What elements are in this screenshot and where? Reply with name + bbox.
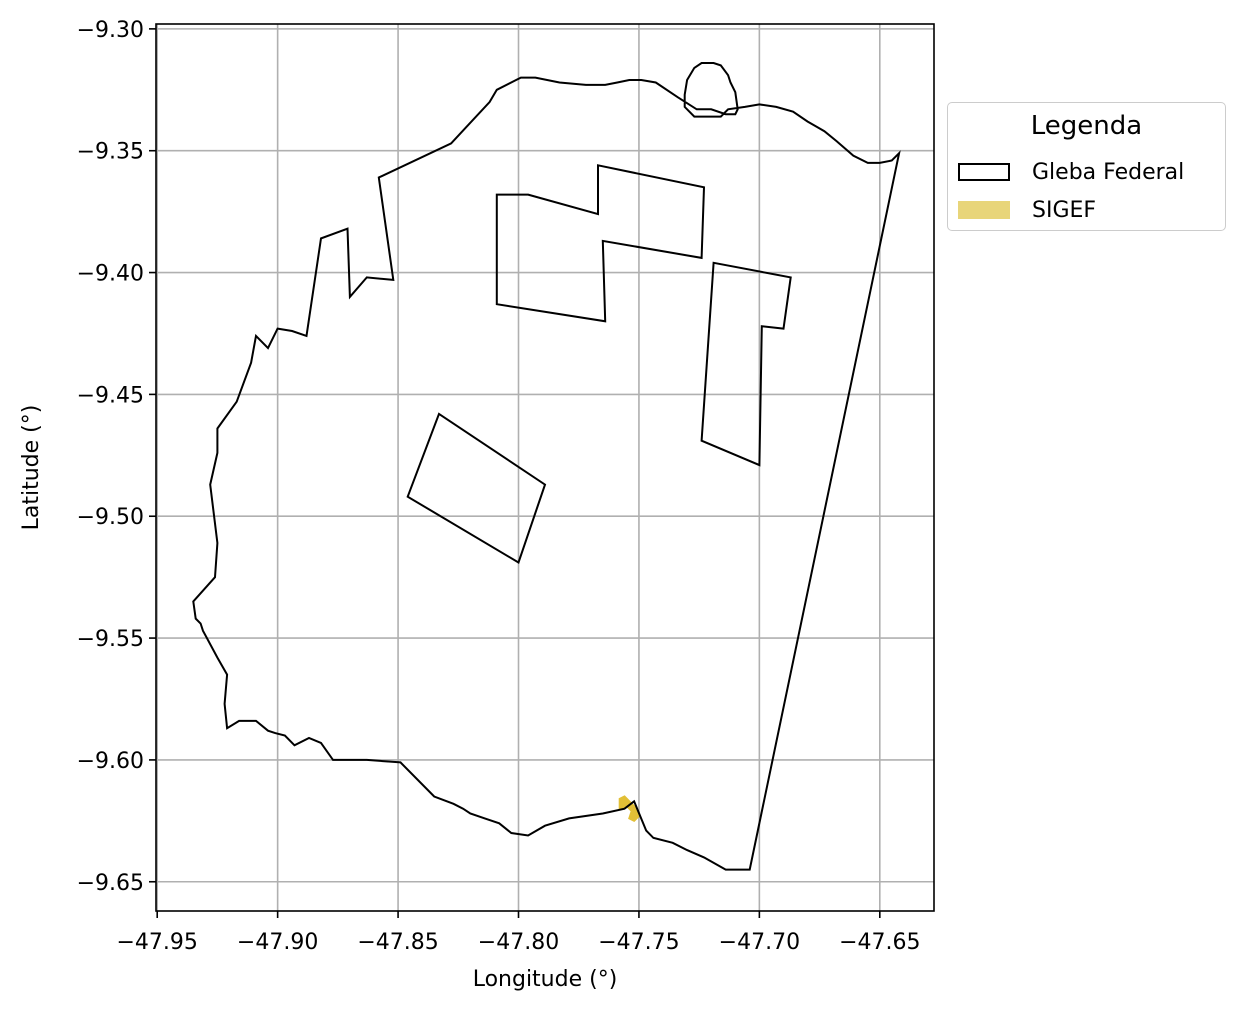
y-axis-ticks: −9.30 −9.35 −9.40 −9.45 −9.50 −9.55 −9.60 −9.65 [77,18,156,896]
legend-label-gleba-federal: Gleba Federal [1032,159,1185,185]
x-tick-label: −47.70 [719,930,800,955]
x-axis-ticks: −47.95 −47.90 −47.85 −47.80 −47.75 −47.70 −47.… [116,911,921,955]
legend: Legenda Gleba Federal SIGEF [947,102,1226,231]
y-tick-label: −9.40 [77,262,144,287]
legend-swatch-gleba-federal [958,163,1010,181]
grid [156,24,934,911]
plot-area-frame [155,23,935,912]
x-tick-label: −47.90 [237,930,318,955]
x-tick-label: −47.85 [357,930,438,955]
y-tick-label: −9.65 [77,871,144,896]
y-tick-label: −9.50 [77,505,144,530]
legend-swatch-sigef [958,201,1010,219]
legend-item-gleba-federal: Gleba Federal [958,159,1184,185]
x-tick-label: −47.95 [116,930,197,955]
legend-label-sigef: SIGEF [1032,197,1097,223]
gleba-federal-boundary [192,62,901,871]
y-tick-label: −9.55 [77,627,144,652]
x-tick-label: −47.80 [478,930,559,955]
x-tick-label: −47.75 [598,930,679,955]
x-tick-label: −47.65 [839,930,920,955]
gleba-federal-interior-parcel [406,412,547,564]
x-axis-label: Longitude (°) [473,967,618,992]
gleba-federal-interior-parcel [495,164,706,323]
y-tick-label: −9.45 [77,383,144,408]
y-tick-label: −9.60 [77,749,144,774]
legend-item-sigef: SIGEF [958,197,1096,223]
legend-title: Legenda [1030,111,1143,141]
gleba-federal-interior-parcel [700,261,792,467]
gleba-federal-layer [192,62,901,871]
sigef-parcel [618,795,641,823]
y-tick-label: −9.30 [77,18,144,43]
y-tick-label: −9.35 [77,140,144,165]
y-axis-label: Latitude (°) [19,405,44,531]
sigef-layer [618,795,641,823]
